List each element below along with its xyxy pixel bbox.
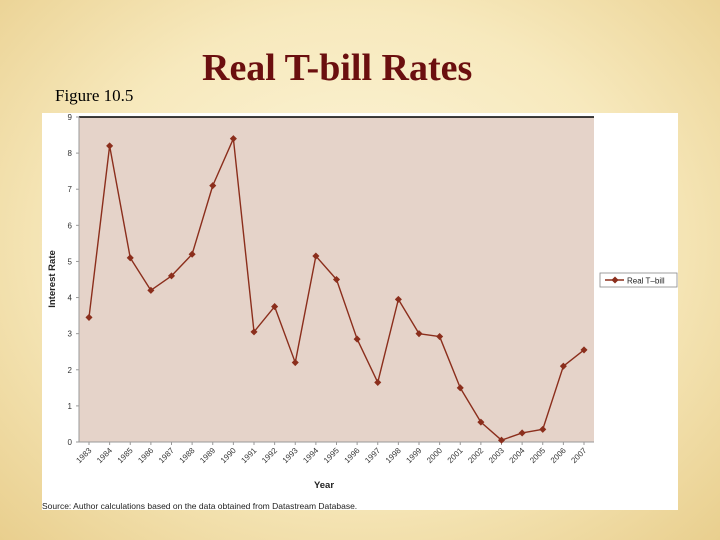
data-point [167,272,176,280]
x-axis-label: Year [314,480,334,491]
figure-label: Figure 10.5 [55,86,134,105]
y-tick-label: 8 [68,149,73,158]
x-tick-label: 1985 [116,446,135,465]
y-tick-label: 4 [68,294,73,303]
legend: Real T–bill [599,272,678,288]
y-tick-label: 2 [68,366,73,375]
legend-box [599,272,678,288]
x-tick-label: 2006 [549,446,568,465]
data-point [271,303,279,311]
y-tick-label: 5 [68,257,73,266]
data-point [580,346,588,354]
data-point [126,254,134,262]
x-axis-ticks: 1983 1984 1985 1986 1987 1988 1989 1990 1991 1992… [74,442,589,465]
source-note: Source: Author calculations based on the… [42,501,358,511]
data-point [518,429,526,437]
x-tick-label: 1999 [404,446,423,465]
x-tick-label: 2003 [487,446,506,465]
x-tick-label: 1993 [281,446,300,465]
y-tick-label: 0 [68,438,73,447]
x-tick-label: 1996 [343,446,362,465]
data-point [188,250,196,258]
data-point [394,295,402,303]
data-point [374,378,382,386]
data-point [436,333,444,341]
x-tick-label: 2002 [466,446,485,465]
x-tick-label: 2001 [446,446,465,465]
legend-label: Real T–bill [627,277,665,286]
x-tick-label: 1983 [74,446,93,465]
y-tick-label: 7 [68,185,73,194]
data-point [539,425,547,433]
x-tick-label: 1994 [301,446,320,465]
x-tick-label: 1987 [157,446,176,465]
x-tick-label: 1986 [136,446,155,465]
x-tick-label: 2007 [569,446,588,465]
data-point [209,182,217,190]
y-tick-label: 6 [68,221,73,230]
data-point [312,252,320,260]
y-axis-ticks: 0 1 2 3 4 5 6 7 8 9 [68,113,79,447]
x-tick-label: 1989 [198,446,217,465]
x-tick-label: 1995 [322,446,341,465]
data-point [497,436,506,444]
data-point [147,286,155,294]
legend-marker [611,276,619,284]
x-tick-label: 1988 [178,446,197,465]
slide-title: Real T-bill Rates [202,47,473,89]
x-tick-label: 2004 [508,446,527,465]
data-point [291,359,299,367]
x-tick-label: 2005 [528,446,547,465]
data-point [250,328,258,336]
x-tick-label: 1984 [95,446,114,465]
y-tick-label: 3 [68,330,73,339]
data-point [559,362,567,370]
data-point [332,275,341,284]
data-point [477,418,485,426]
data-point [229,135,237,143]
y-tick-label: 9 [68,113,73,122]
x-tick-label: 1992 [260,446,279,465]
x-tick-label: 1990 [219,446,238,465]
data-point [353,335,361,343]
x-tick-label: 2000 [425,446,444,465]
data-point [456,384,464,392]
x-tick-label: 1991 [239,446,258,465]
x-tick-label: 1997 [363,446,382,465]
data-point [415,330,423,338]
y-axis-label: Interest Rate [47,250,58,308]
x-tick-label: 1998 [384,446,403,465]
y-tick-label: 1 [68,402,73,411]
